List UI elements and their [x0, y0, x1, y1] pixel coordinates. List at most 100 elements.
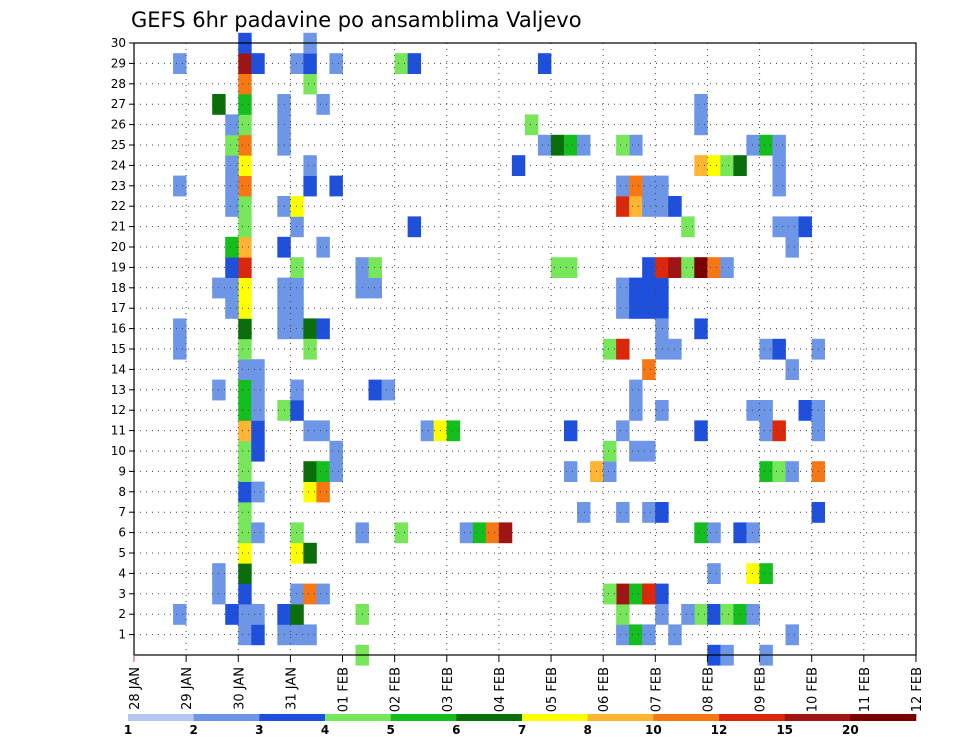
- colorbar-label: 3: [255, 723, 263, 737]
- precip-cell: [616, 624, 630, 646]
- precip-cell: [655, 298, 669, 319]
- precip-cell: [642, 502, 656, 523]
- precip-cell: [655, 175, 669, 197]
- precip-cell: [238, 318, 252, 340]
- precip-cell: [629, 196, 643, 217]
- precip-cell: [524, 114, 539, 136]
- precip-cell: [707, 604, 721, 625]
- y-tick-label: 11: [111, 424, 126, 438]
- precip-cell: [694, 114, 708, 136]
- precip-cell: [759, 461, 773, 482]
- precip-cell: [420, 420, 435, 442]
- precip-cell: [238, 379, 252, 401]
- precip-cell: [655, 583, 669, 605]
- precip-cell: [629, 624, 643, 646]
- precip-cell: [173, 604, 187, 625]
- precip-cell: [616, 196, 630, 217]
- y-tick-label: 22: [111, 199, 126, 213]
- colorbar-label: 10: [645, 723, 662, 737]
- precip-cell: [446, 420, 461, 442]
- precip-cell: [642, 298, 656, 319]
- precip-cell: [251, 440, 265, 462]
- precip-cell: [238, 400, 252, 421]
- y-tick-label: 21: [111, 220, 126, 234]
- colorbar-swatch: [456, 714, 523, 721]
- precip-cell: [251, 481, 265, 503]
- precip-cell: [642, 624, 656, 646]
- precip-cell: [707, 522, 721, 544]
- precip-cell: [746, 400, 760, 421]
- y-tick-label: 30: [111, 36, 126, 50]
- y-tick-label: 19: [111, 260, 126, 274]
- y-tick-label: 12: [111, 403, 126, 417]
- x-tick-label: 30 JAN: [232, 667, 247, 710]
- precip-cell: [316, 236, 330, 258]
- precip-cell: [303, 461, 317, 482]
- precip-cell: [772, 420, 786, 442]
- precip-cell: [238, 298, 252, 319]
- precip-cell: [746, 604, 760, 625]
- precip-cell: [251, 359, 265, 380]
- precip-cell: [225, 134, 239, 156]
- precip-cell: [759, 420, 773, 442]
- x-tick-label: 02 FEB: [389, 667, 404, 712]
- precip-cell: [316, 461, 330, 482]
- y-tick-label: 13: [111, 383, 126, 397]
- precip-cell: [537, 134, 552, 156]
- y-tick-label: 1: [118, 628, 126, 642]
- precip-cell: [407, 53, 422, 74]
- precip-cell: [290, 277, 304, 299]
- precip-cell: [694, 604, 708, 625]
- precip-cell: [238, 481, 252, 503]
- y-tick-label: 16: [111, 322, 126, 336]
- precip-cell: [642, 440, 656, 462]
- precip-cell: [694, 94, 708, 115]
- y-tick-label: 24: [111, 158, 126, 172]
- precip-cell: [290, 400, 304, 421]
- precip-cell: [642, 175, 656, 197]
- precip-cell: [238, 257, 252, 278]
- precip-cell: [629, 277, 643, 299]
- precip-cell: [655, 400, 669, 421]
- precip-cell: [629, 583, 643, 605]
- colorbar-swatch: [193, 714, 260, 721]
- precip-cell: [251, 420, 265, 442]
- precip-cell: [238, 563, 252, 584]
- precip-cell: [225, 196, 239, 217]
- colorbar: 1 2 3 4 5 6 7 8 10 12 15 20: [124, 714, 917, 737]
- x-tick-label: 07 FEB: [649, 667, 664, 712]
- precip-cell: [616, 277, 630, 299]
- precip-cell: [225, 114, 239, 136]
- precip-cell: [472, 522, 487, 544]
- precip-cell: [759, 338, 773, 360]
- precip-cell: [616, 420, 630, 442]
- precip-cell: [616, 175, 630, 197]
- precip-cell: [655, 196, 669, 217]
- precip-cell: [642, 583, 656, 605]
- precip-cell: [225, 604, 239, 625]
- x-tick-label: 31 JAN: [284, 667, 299, 710]
- precip-cell: [303, 583, 317, 605]
- precip-cell: [629, 134, 643, 156]
- y-tick-label: 3: [118, 587, 126, 601]
- precip-cell: [316, 420, 330, 442]
- precip-cell: [368, 379, 382, 401]
- precip-cell: [785, 461, 799, 482]
- precip-cell: [225, 277, 239, 299]
- precip-cell: [772, 338, 786, 360]
- precip-cell: [537, 53, 552, 74]
- precip-cell: [785, 624, 799, 646]
- colorbar-label: 8: [583, 723, 591, 737]
- precip-cell: [173, 53, 187, 74]
- precip-cell: [642, 277, 656, 299]
- precip-cell: [720, 257, 734, 278]
- y-tick-label: 15: [111, 342, 126, 356]
- precip-cell: [238, 175, 252, 197]
- chart-title: GEFS 6hr padavine po ansamblima Valjevo: [131, 8, 582, 32]
- precip-cell: [290, 583, 304, 605]
- x-tick-label: 12 FEB: [910, 667, 925, 712]
- precip-cell: [290, 216, 304, 238]
- y-tick-label: 2: [118, 607, 126, 621]
- precip-cell: [485, 522, 500, 544]
- colorbar-swatch: [390, 714, 457, 721]
